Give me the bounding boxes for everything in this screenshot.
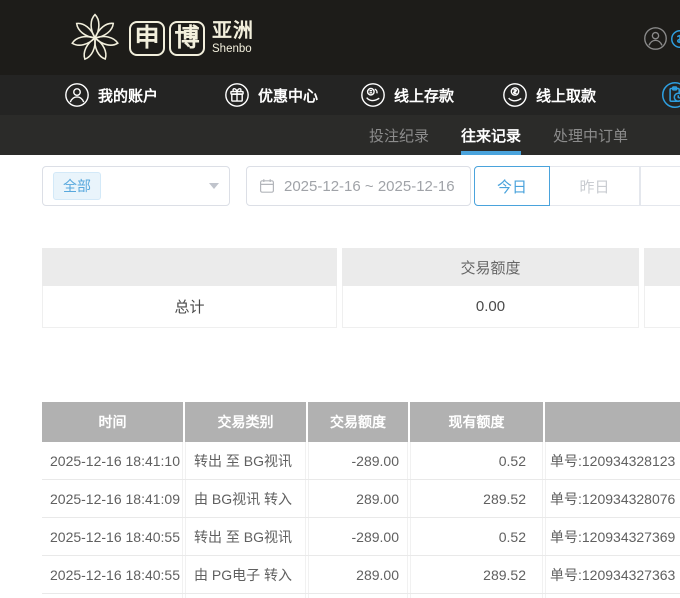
deposit-icon [360, 82, 386, 108]
logo-subtitle: Shenbo [212, 42, 252, 55]
chevron-down-icon [209, 183, 219, 189]
cell-order: 单号:120934328076 [545, 480, 680, 517]
cell-type: 由 PG电子 转入 [185, 556, 306, 593]
nav-label: 线上取款 [536, 87, 597, 105]
balance-coin-icon[interactable] [669, 28, 680, 55]
logo-text: 亚洲 Shenbo [212, 21, 254, 56]
table-row-partial [42, 594, 680, 598]
withdraw-icon [502, 82, 528, 108]
col-header-type: 交易类别 [185, 402, 306, 442]
profile-icon [64, 82, 90, 108]
tab-processing-orders[interactable]: 处理中订单 [552, 127, 628, 145]
records-table: 时间 交易类别 交易额度 现有额度 2025-12-16 18:41:10 转出… [42, 402, 680, 598]
summary-header-empty [42, 248, 337, 286]
quick-date-button-cutoff[interactable] [640, 166, 680, 206]
brand-logo[interactable]: 申 博 亚洲 Shenbo [68, 12, 254, 64]
table-row: 2025-12-16 18:41:10 转出 至 BG视讯 -289.00 0.… [42, 442, 680, 480]
tab-bet-records[interactable]: 投注纪录 [368, 127, 429, 145]
cell-time: 2025-12-16 18:41:09 [42, 480, 183, 517]
summary-col-amount: 交易额度 0.00 [342, 248, 639, 328]
transaction-records-icon[interactable] [661, 81, 680, 114]
selected-type-tag[interactable]: 全部 [53, 172, 101, 200]
nav-item-online-deposit[interactable]: 线上存款 [360, 82, 454, 108]
table-row: 2025-12-16 18:40:55 由 PG电子 转入 289.00 289… [42, 556, 680, 594]
summary-table: 总计 交易额度 0.00 [42, 248, 680, 328]
cell-amount: 289.00 [308, 556, 408, 593]
cell-order: 单号:120934327369 [545, 518, 680, 555]
cell-order: 单号:120934327363 [545, 556, 680, 593]
logo-region: 亚洲 [212, 19, 254, 42]
calendar-icon [259, 178, 275, 194]
col-header-order [545, 402, 680, 442]
cell-order: 单号:120934328123 [545, 442, 680, 479]
col-header-time: 时间 [42, 402, 183, 442]
cell-type: 由 BG视讯 转入 [185, 480, 306, 517]
cell-amount: 289.00 [308, 480, 408, 517]
main-nav: 我的账户 优惠中心 [0, 75, 680, 115]
summary-total-label: 总计 [42, 286, 337, 328]
type-select[interactable]: 全部 [42, 166, 230, 206]
summary-col-label: 总计 [42, 248, 337, 328]
cell-balance: 289.52 [410, 556, 543, 593]
summary-amount-header: 交易额度 [342, 248, 639, 286]
records-tab-bar: 投注纪录 往来记录 处理中订单 [0, 115, 680, 155]
cell-time: 2025-12-16 18:40:55 [42, 518, 183, 555]
date-range-value: 2025-12-16 ~ 2025-12-16 [284, 177, 455, 195]
nav-label: 优惠中心 [258, 87, 319, 105]
table-row: 2025-12-16 18:41:09 由 BG视讯 转入 289.00 289… [42, 480, 680, 518]
col-header-amount: 交易额度 [308, 402, 408, 442]
table-row: 2025-12-16 18:40:55 转出 至 BG视讯 -289.00 0.… [42, 518, 680, 556]
cell-time: 2025-12-16 18:41:10 [42, 442, 183, 479]
flower-logo-icon [71, 13, 119, 61]
top-header: 申 博 亚洲 Shenbo [0, 0, 680, 75]
summary-total-value: 0.00 [342, 286, 639, 328]
tab-transaction-records[interactable]: 往来记录 [460, 115, 521, 155]
cell-type: 转出 至 BG视讯 [185, 518, 306, 555]
summary-cell-cutoff [644, 286, 680, 328]
filter-row: 全部 2025-12-16 ~ 2025-12-16 今日 昨日 [42, 166, 680, 206]
yesterday-button[interactable]: 昨日 [550, 166, 640, 206]
summary-header-cutoff [644, 248, 680, 286]
logo-char-box: 申 [129, 20, 165, 56]
cell-balance: 0.52 [410, 442, 543, 479]
cell-balance: 0.52 [410, 518, 543, 555]
col-header-balance: 现有额度 [410, 402, 543, 442]
quick-date-buttons: 今日 昨日 [474, 166, 680, 206]
nav-label: 线上存款 [394, 87, 455, 105]
summary-col-cutoff [644, 248, 680, 328]
user-avatar-icon[interactable] [643, 26, 668, 56]
cell-time: 2025-12-16 18:40:55 [42, 556, 183, 593]
nav-label: 我的账户 [98, 87, 159, 105]
today-button[interactable]: 今日 [474, 166, 550, 206]
records-header-row: 时间 交易类别 交易额度 现有额度 [42, 402, 680, 442]
nav-item-online-withdrawal[interactable]: 线上取款 [502, 82, 596, 108]
gift-icon [224, 82, 250, 108]
nav-item-my-account[interactable]: 我的账户 [64, 82, 158, 108]
cell-amount: -289.00 [308, 518, 408, 555]
header-right [632, 0, 680, 75]
cell-type: 转出 至 BG视讯 [185, 442, 306, 479]
nav-item-promotions[interactable]: 优惠中心 [224, 82, 318, 108]
logo-char-box: 博 [169, 20, 205, 56]
cell-amount: -289.00 [308, 442, 408, 479]
cell-balance: 289.52 [410, 480, 543, 517]
date-range-picker[interactable]: 2025-12-16 ~ 2025-12-16 [246, 166, 471, 206]
